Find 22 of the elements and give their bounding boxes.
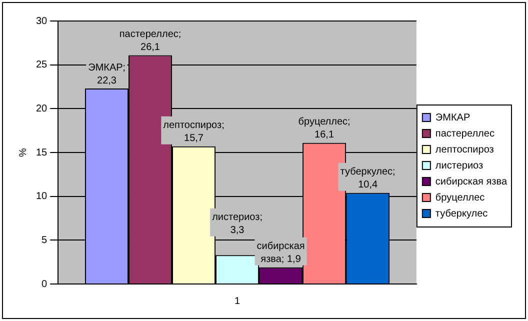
legend-label: лептоспироз	[435, 144, 494, 156]
x-tick-label: 1	[234, 296, 240, 307]
legend-label: пастереллес	[435, 128, 494, 140]
data-label: сибирская язва; 1,9	[256, 241, 305, 266]
legend-label: ЭМКАР	[435, 112, 470, 124]
y-tick-label: 0	[42, 278, 48, 290]
data-label: бруцеллес; 16,1	[298, 116, 350, 141]
data-label: лептоспироз; 15,7	[163, 120, 224, 144]
y-tick-label: 5	[42, 234, 48, 246]
y-tick-label: 15	[36, 147, 48, 158]
data-label: туберкулес; 10,4	[340, 166, 396, 191]
legend-label: бруцеллес	[435, 192, 485, 204]
legend-label: туберкулес	[435, 208, 488, 220]
y-tick-label: 30	[36, 16, 48, 27]
legend-label: сибирская язва	[435, 176, 508, 188]
y-tick-label: 20	[36, 103, 48, 114]
data-label: ЭМКАР; 22,3	[88, 62, 126, 86]
legend-label: листериоз	[435, 160, 484, 172]
y-tick-label: 10	[36, 191, 48, 202]
y-tick-label: 25	[36, 60, 48, 71]
data-label: пастереллес; 26,1	[119, 28, 182, 53]
y-axis-title: %	[18, 148, 29, 157]
